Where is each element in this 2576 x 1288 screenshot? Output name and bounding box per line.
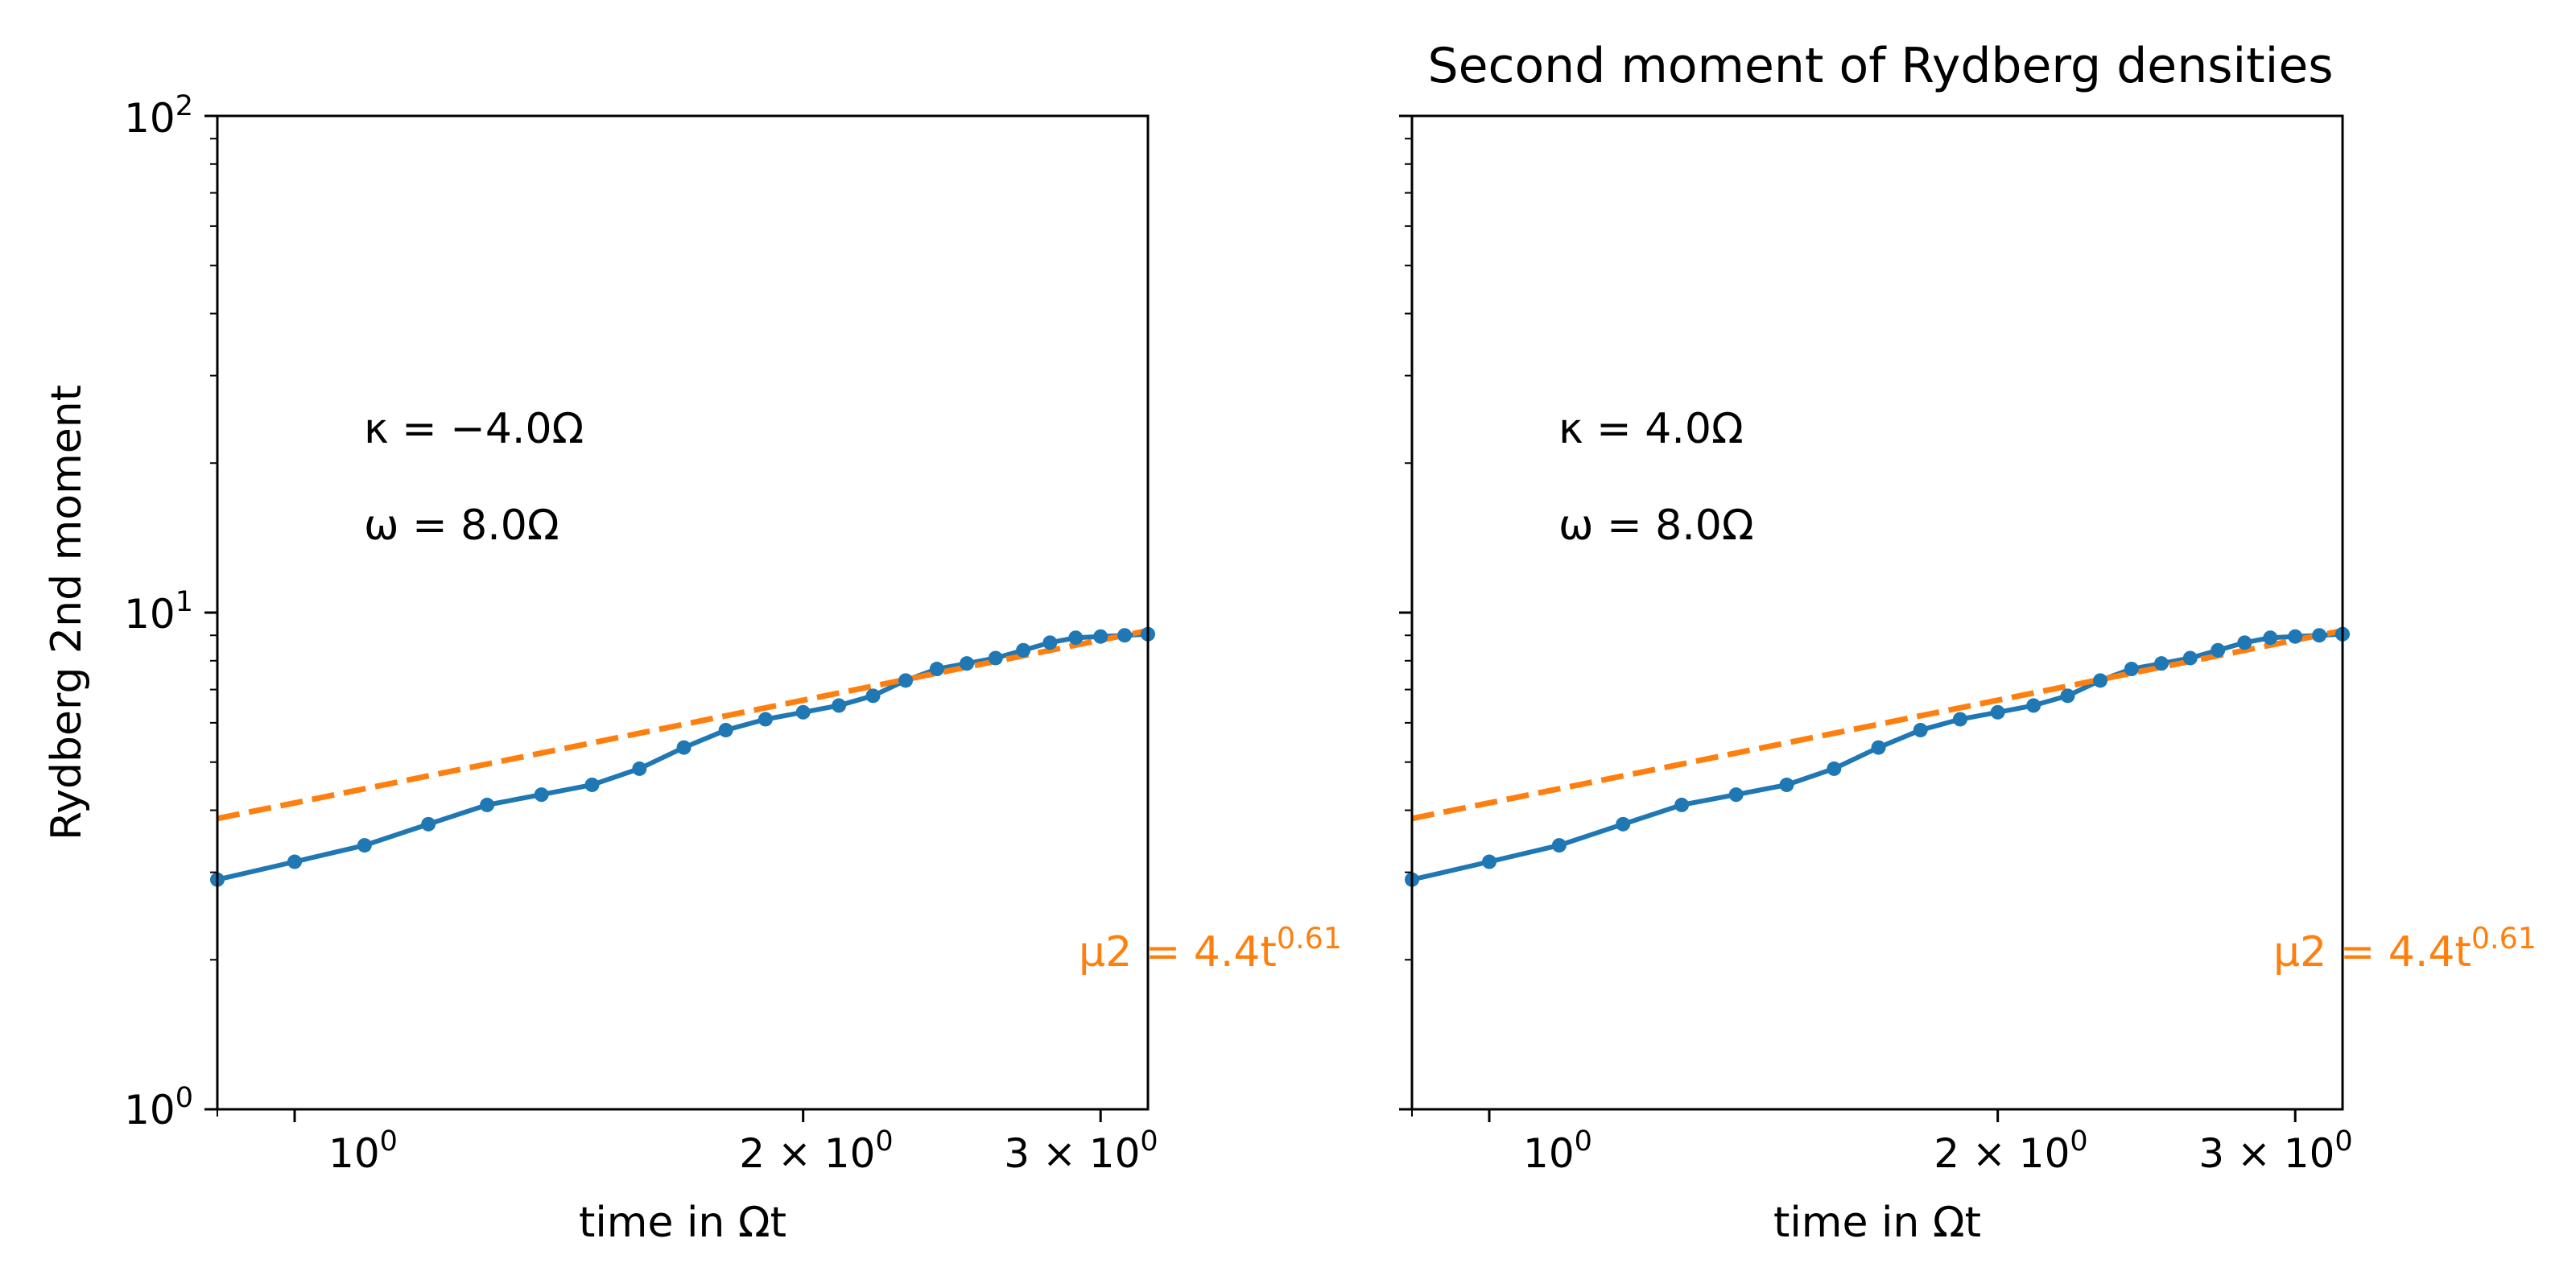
left-axes-frame — [216, 114, 1150, 1111]
right-x-tick-label-2: 3 × 100 — [2198, 1125, 2352, 1177]
left-data-point — [1016, 642, 1031, 658]
right-data-point — [1551, 838, 1567, 853]
left-data-point — [584, 777, 600, 792]
right-data-point — [2288, 629, 2303, 644]
left-y-tick-label-2-base: 10 — [124, 95, 175, 142]
left-x-tick-label-2: 3 × 100 — [1004, 1125, 1158, 1177]
right-data-point — [1616, 816, 1631, 832]
right-fit-label: μ2 = 4.4t0.61 — [2273, 921, 2537, 976]
right-data-point — [1871, 740, 1886, 755]
right-annotation-omega: ω = 8.0Ω — [1558, 502, 1754, 550]
left-data-point — [960, 656, 975, 671]
left-y-tick-label-0-exponent: 0 — [175, 1082, 193, 1114]
right-axes-frame — [1410, 114, 2344, 1111]
left-data-point — [1093, 629, 1108, 644]
right-panel: 100 2 × 100 3 × 100 time in Ωt κ = 4.0Ω … — [1399, 114, 2537, 1247]
right-data-point — [1728, 787, 1744, 803]
right-x-tick-label-0: 100 — [1523, 1125, 1592, 1177]
right-data-point — [2237, 635, 2252, 650]
left-data-point — [1042, 635, 1058, 650]
left-y-tick-label-2: 102 — [124, 90, 193, 142]
left-data-point — [480, 797, 495, 812]
left-series-layer — [210, 626, 1155, 887]
left-x-tick-label-0: 100 — [328, 1125, 398, 1177]
left-fit-line — [217, 627, 1149, 822]
left-annotation-kappa: κ = −4.0Ω — [364, 405, 584, 453]
right-data-point — [2154, 656, 2169, 671]
left-y-tick-label-1-exponent: 1 — [175, 586, 193, 618]
right-data-point — [1913, 722, 1928, 737]
figure-title: Second moment of Rydberg densities — [1427, 38, 2333, 94]
left-y-tick-label-1-base: 10 — [124, 591, 175, 638]
left-x-axis-label: time in Ωt — [579, 1199, 786, 1247]
left-x-tick-label-1: 2 × 100 — [739, 1125, 893, 1177]
right-data-point — [2124, 662, 2139, 677]
left-data-point — [988, 650, 1003, 666]
left-data-point — [676, 740, 691, 755]
right-data-line — [1411, 631, 2343, 882]
left-y-tick-label-0: 100 — [124, 1082, 193, 1133]
right-data-point — [1482, 854, 1497, 869]
right-data-point — [2060, 688, 2075, 704]
right-series-layer — [1405, 626, 2350, 887]
left-data-point — [865, 688, 881, 704]
left-data-point — [1068, 630, 1084, 646]
left-data-point — [632, 761, 647, 776]
right-x-axis-label: time in Ωt — [1773, 1199, 1981, 1247]
left-y-axis-label: Rydberg 2nd moment — [43, 385, 91, 840]
left-panel: 100 101 102 100 2 × 100 3 × 100 time in … — [43, 90, 1342, 1247]
right-annotation-kappa: κ = 4.0Ω — [1558, 405, 1744, 453]
left-data-point — [287, 854, 303, 869]
left-y-tick-label-0-base: 10 — [124, 1087, 175, 1133]
left-data-point — [1117, 628, 1133, 643]
left-tick-layer — [204, 114, 1102, 1122]
left-data-point — [832, 698, 847, 713]
right-tick-layer — [1399, 114, 2297, 1122]
left-data-point — [357, 838, 372, 853]
left-fit-label: μ2 = 4.4t0.61 — [1079, 921, 1342, 976]
right-x-tick-label-1: 2 × 100 — [1934, 1125, 2087, 1177]
left-y-tick-label-2-exponent: 2 — [175, 90, 193, 122]
left-data-point — [898, 673, 914, 688]
right-data-point — [2211, 642, 2226, 658]
right-fit-line — [1411, 627, 2343, 822]
right-data-point — [1990, 704, 2005, 720]
right-data-point — [1952, 712, 1967, 727]
right-data-point — [1674, 797, 1690, 812]
left-data-point — [795, 704, 811, 720]
left-data-point — [929, 662, 944, 677]
left-data-point — [534, 787, 549, 803]
right-data-point — [2026, 698, 2041, 713]
left-annotation-omega: ω = 8.0Ω — [364, 502, 559, 550]
left-y-tick-label-1: 101 — [124, 586, 193, 638]
left-data-point — [758, 712, 773, 727]
right-data-point — [2312, 628, 2327, 643]
right-data-point — [1779, 777, 1794, 792]
right-data-point — [2093, 673, 2108, 688]
left-data-line — [217, 631, 1149, 882]
right-data-point — [2182, 650, 2198, 666]
left-data-point — [718, 722, 733, 737]
left-data-point — [421, 816, 436, 832]
right-data-point — [1827, 761, 1842, 776]
right-data-point — [2263, 630, 2278, 646]
